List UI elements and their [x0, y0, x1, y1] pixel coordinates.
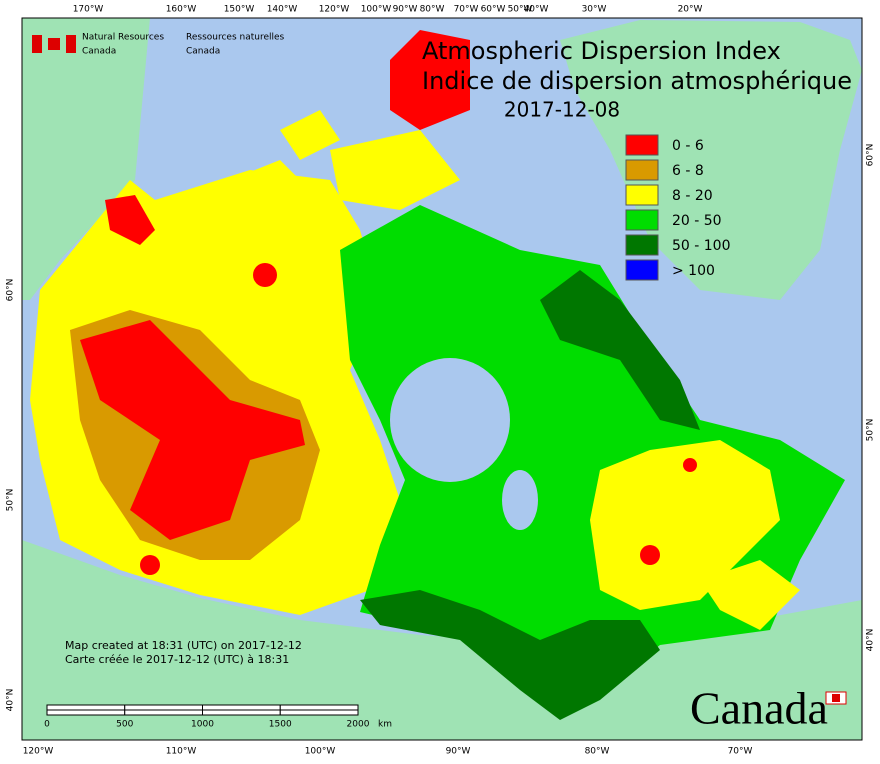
scale-segment	[202, 704, 281, 711]
agency-en: Canada	[82, 47, 116, 57]
quebec-yellow	[590, 440, 780, 610]
lat-label-right: 40°N	[866, 629, 876, 652]
flag-leaf	[48, 38, 60, 50]
lon-label-top: 40°W	[524, 5, 549, 15]
hudson-bay	[390, 358, 510, 482]
greenland	[560, 20, 862, 300]
region-darkgreen-labrador	[540, 270, 700, 430]
wordmark: Canada	[690, 683, 828, 734]
flag-bar	[32, 35, 42, 53]
legend-label: 50 - 100	[672, 238, 731, 254]
hotspot	[640, 545, 660, 565]
james-bay	[502, 470, 538, 530]
lat-label-right: 50°N	[866, 419, 876, 442]
title-en: Atmospheric Dispersion Index	[422, 37, 781, 65]
arctic-island	[230, 160, 320, 240]
scale-label: 500	[116, 720, 133, 730]
alaska	[22, 18, 150, 300]
lon-label-top: 80°W	[420, 5, 445, 15]
scale-segment	[124, 709, 203, 716]
wordmark-leaf	[832, 694, 840, 702]
lon-label-top: 30°W	[582, 5, 607, 15]
us-land	[22, 540, 862, 740]
legend-swatch	[625, 209, 659, 231]
created-fr: Carte créée le 2017-12-12 (UTC) à 18:31	[65, 653, 289, 666]
scale-segment	[46, 704, 126, 711]
maritimes-yellow	[700, 560, 800, 630]
lon-label-top: 160°W	[166, 5, 197, 15]
scale-segment	[124, 704, 203, 711]
lon-label-top: 100°W	[361, 5, 392, 15]
canada-wordmark: Canada	[690, 683, 847, 734]
lon-label-bottom: 90°W	[446, 747, 471, 757]
lon-label-bottom: 110°W	[166, 747, 197, 757]
region-red-ellesmere	[390, 30, 470, 130]
region-red-yukon	[105, 195, 155, 245]
scale-unit: km	[378, 720, 392, 730]
legend-label: 20 - 50	[672, 213, 722, 229]
hotspot	[683, 458, 697, 472]
legend-label: 0 - 6	[672, 138, 704, 154]
lon-label-bottom: 120°W	[23, 747, 54, 757]
region-darkgreen-south	[360, 590, 660, 720]
scale-segment	[202, 709, 281, 716]
scale-segment	[279, 709, 359, 716]
legend-swatch	[625, 134, 659, 156]
legend-swatch	[625, 159, 659, 181]
scale-label: 1500	[269, 720, 292, 730]
legend-swatch	[625, 259, 659, 281]
lat-label-right: 60°N	[866, 144, 876, 167]
scale-label: 2000	[347, 720, 370, 730]
lon-label-top: 20°W	[678, 5, 703, 15]
lon-label-top: 60°W	[481, 5, 506, 15]
agency-fr: Canada	[186, 47, 220, 57]
scale-segment	[279, 704, 359, 711]
lat-label-left: 50°N	[6, 489, 16, 512]
lon-label-bottom: 100°W	[305, 747, 336, 757]
lon-label-top: 140°W	[267, 5, 298, 15]
lon-label-bottom: 80°W	[585, 747, 610, 757]
scale-segment	[46, 709, 126, 716]
legend-label: 6 - 8	[672, 163, 704, 179]
created-en: Map created at 18:31 (UTC) on 2017-12-12	[65, 639, 302, 652]
map-frame	[21, 17, 863, 741]
legend-swatch	[625, 234, 659, 256]
lat-label-left: 40°N	[6, 689, 16, 712]
scale-bar: 0 500 1000 1500 2000 km	[44, 704, 392, 730]
hotspot	[140, 555, 160, 575]
legend: 0 - 6 6 - 8 8 - 20 20 - 50 50 - 100 > 100	[625, 134, 731, 281]
basemap	[21, 17, 863, 741]
arctic-island	[280, 110, 340, 160]
graticule-labels: 170°W 160°W 150°W 140°W 120°W 100°W 90°W 80°W 70…	[6, 5, 876, 757]
lon-label-top: 120°W	[319, 5, 350, 15]
arctic-island	[330, 130, 460, 210]
region-red-prairies	[80, 320, 305, 540]
date: 2017-12-08	[504, 98, 620, 122]
flag-bar	[66, 35, 76, 53]
scale-label: 0	[44, 720, 50, 730]
agency-en: Natural Resources	[82, 33, 164, 43]
lat-label-left: 60°N	[6, 279, 16, 302]
lon-label-top: 70°W	[454, 5, 479, 15]
legend-label: 8 - 20	[672, 188, 713, 204]
legend-swatch	[625, 184, 659, 206]
hotspot	[253, 263, 277, 287]
agency-fr: Ressources naturelles	[186, 33, 285, 43]
agency-logo: Natural Resources Canada Ressources natu…	[32, 33, 285, 57]
lon-label-top: 90°W	[393, 5, 418, 15]
legend-label: > 100	[672, 263, 715, 279]
lon-label-top: 150°W	[224, 5, 255, 15]
lon-label-top: 170°W	[73, 5, 104, 15]
scale-label: 1000	[191, 720, 214, 730]
lon-label-bottom: 70°W	[728, 747, 753, 757]
lon-label-top: 50°W	[508, 5, 533, 15]
title-fr: Indice de dispersion atmosphérique	[422, 67, 852, 95]
